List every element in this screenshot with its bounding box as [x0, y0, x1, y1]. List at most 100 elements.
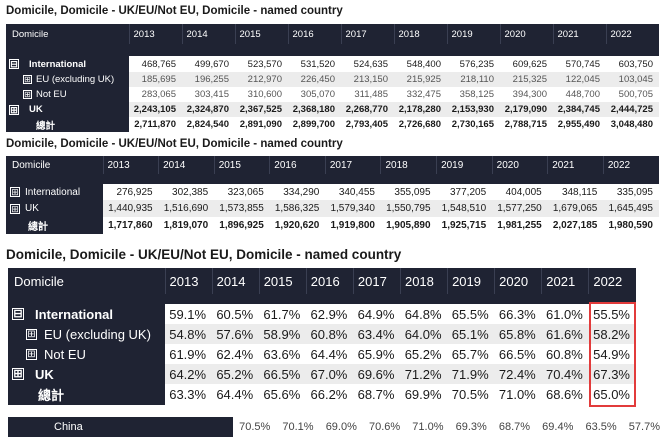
table-row: 總計 63.3% 64.4% 65.6% 66.2% 68.7% 69.9% 70.5% 71…: [8, 384, 636, 405]
table-cell: 348,115: [547, 184, 604, 200]
expand-icon[interactable]: ⊞: [10, 203, 20, 214]
table-cell: 70.5%: [239, 421, 271, 433]
column-header-year[interactable]: 2021: [547, 156, 604, 174]
table-cell: 311,485: [341, 87, 394, 102]
table-row: ⊟ International 59.1% 60.5% 61.7% 62.9% 64.9%…: [8, 304, 636, 324]
table-cell: 60.8%: [541, 344, 589, 364]
table-cell: 310,600: [235, 87, 288, 102]
column-header-year[interactable]: 2018: [380, 156, 437, 174]
table-row: 總計 1,717,860 1,819,070 1,896,925 1,920,620 1…: [6, 217, 659, 234]
table-cell: 1,981,255: [492, 217, 548, 234]
table-cell: 122,045: [553, 72, 606, 87]
row-label: EU (excluding UK): [44, 326, 151, 342]
expand-icon[interactable]: ⊞: [23, 75, 32, 84]
column-header-year[interactable]: 2019: [436, 156, 493, 174]
row-header: ⊞ Not EU: [8, 344, 165, 364]
expand-icon[interactable]: ⊞: [12, 368, 24, 380]
table-cell: 2,367,525: [235, 102, 288, 117]
table-cell: 1,548,510: [436, 200, 493, 217]
column-header-year[interactable]: 2014: [211, 268, 260, 294]
table-cell: 62.9%: [306, 304, 354, 324]
table-cell: 71.9%: [447, 364, 495, 384]
table-cell: 68.7%: [498, 421, 531, 433]
table-cell: 71.0%: [412, 421, 444, 433]
table-cell: 303,415: [182, 87, 235, 102]
column-header-domicile[interactable]: Domicile: [6, 156, 103, 174]
table-cell: 2,891,090: [235, 117, 288, 132]
column-header-year[interactable]: 2013: [102, 156, 159, 174]
china-row: China 70.5% 70.1% 69.0% 70.6% 71.0% 69.3…: [8, 417, 666, 437]
column-header-year[interactable]: 2021: [541, 268, 589, 294]
row-label: International: [25, 186, 81, 198]
column-header-domicile[interactable]: Domicile: [6, 24, 129, 44]
table-cell: 65.2%: [212, 364, 260, 384]
table-1-header-spacer: [6, 44, 659, 56]
row-label: UK: [29, 104, 43, 115]
column-header-year[interactable]: 2017: [340, 24, 394, 44]
collapse-icon[interactable]: ⊟: [9, 59, 19, 69]
table-cell: 276,925: [103, 184, 159, 200]
column-header-year[interactable]: 2014: [181, 24, 235, 44]
column-header-year[interactable]: 2016: [305, 268, 354, 294]
expand-icon[interactable]: ⊞: [26, 328, 37, 340]
table-cell: 66.2%: [306, 384, 354, 405]
column-header-year[interactable]: 2017: [324, 156, 381, 174]
row-header: ⊟ International: [6, 56, 129, 72]
table-cell: 66.5%: [259, 364, 307, 384]
column-header-year[interactable]: 2022: [602, 156, 659, 174]
table-cell: 63.3%: [165, 384, 213, 405]
table-cell: 1,920,620: [269, 217, 326, 234]
column-header-year[interactable]: 2017: [352, 268, 401, 294]
table-cell: 468,765: [129, 56, 182, 72]
table-2-header-spacer: [6, 174, 659, 184]
table-1-header-row: Domicile 2013 2014 2015 2016 2017 2018 2…: [6, 24, 659, 44]
row-header: 總計: [6, 117, 129, 132]
table-cell: 2,178,280: [394, 102, 447, 117]
column-header-year[interactable]: 2018: [399, 268, 448, 294]
table-cell: 394,300: [500, 87, 553, 102]
column-header-year[interactable]: 2013: [164, 268, 213, 294]
table-cell: 58.2%: [588, 324, 636, 344]
column-header-year[interactable]: 2020: [499, 24, 553, 44]
table-cell: 68.6%: [541, 384, 589, 405]
column-header-year[interactable]: 2015: [234, 24, 288, 44]
column-header-year[interactable]: 2016: [269, 156, 326, 174]
column-header-year[interactable]: 2019: [446, 24, 500, 44]
table-row: ⊟ International 468,765 499,670 523,570 531,…: [6, 56, 659, 72]
table-cell: 64.4%: [212, 384, 260, 405]
row-label: EU (excluding UK): [36, 74, 115, 85]
table-cell: 1,679,065: [547, 200, 604, 217]
column-header-year[interactable]: 2013: [128, 24, 182, 44]
table-3-header-row: Domicile 2013 2014 2015 2016 2017 2018 2…: [8, 268, 636, 294]
row-label: China: [8, 417, 233, 437]
column-header-domicile[interactable]: Domicile: [8, 268, 165, 294]
table-cell: 500,705: [606, 87, 659, 102]
row-header: ⊞ EU (excluding UK): [6, 72, 129, 87]
table-row: ⊞ UK 2,243,105 2,324,870 2,367,525 2,368,180…: [6, 102, 659, 117]
table-cell: 67.3%: [588, 364, 636, 384]
column-header-year[interactable]: 2020: [491, 156, 548, 174]
column-header-year[interactable]: 2015: [213, 156, 270, 174]
table-3: Domicile 2013 2014 2015 2016 2017 2018 2…: [8, 268, 636, 405]
column-header-year[interactable]: 2018: [393, 24, 447, 44]
column-header-year[interactable]: 2020: [494, 268, 542, 294]
column-header-year[interactable]: 2021: [552, 24, 606, 44]
table-2: Domicile 2013 2014 2015 2016 2017 2018 2…: [6, 156, 659, 234]
table-cell: 226,450: [288, 72, 341, 87]
row-header: ⊞ International: [6, 184, 103, 200]
column-header-year[interactable]: 2022: [605, 24, 659, 44]
expand-icon[interactable]: ⊞: [26, 348, 37, 360]
expand-icon[interactable]: ⊞: [10, 187, 20, 197]
table-cell: 69.4%: [542, 421, 574, 433]
column-header-year[interactable]: 2016: [287, 24, 341, 44]
expand-icon[interactable]: ⊞: [23, 90, 32, 99]
table-cell: 377,205: [436, 184, 493, 200]
column-header-year[interactable]: 2014: [158, 156, 215, 174]
column-header-year[interactable]: 2022: [588, 268, 636, 294]
column-header-year[interactable]: 2015: [258, 268, 307, 294]
table-cell: 71.0%: [494, 384, 542, 405]
expand-icon[interactable]: ⊞: [9, 104, 19, 115]
table-cell: 1,573,855: [214, 200, 270, 217]
column-header-year[interactable]: 2019: [447, 268, 495, 294]
collapse-icon[interactable]: ⊟: [12, 308, 24, 320]
